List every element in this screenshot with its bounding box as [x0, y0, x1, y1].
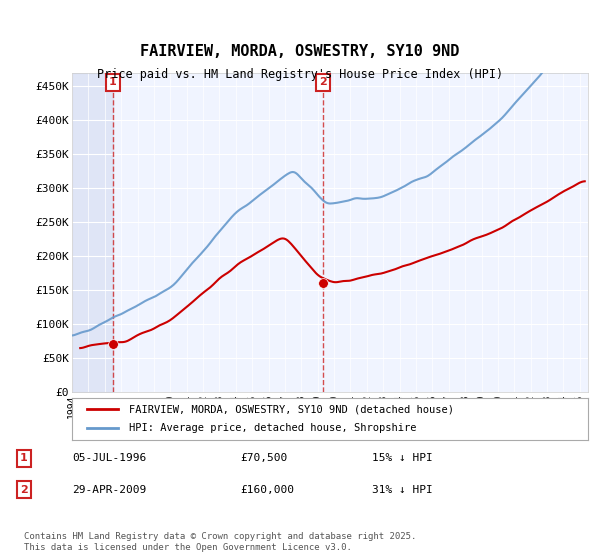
Text: 29-APR-2009: 29-APR-2009: [72, 485, 146, 494]
Text: 31% ↓ HPI: 31% ↓ HPI: [372, 485, 433, 494]
Text: Price paid vs. HM Land Registry's House Price Index (HPI): Price paid vs. HM Land Registry's House …: [97, 68, 503, 81]
Text: £160,000: £160,000: [240, 485, 294, 494]
Text: 1: 1: [109, 77, 117, 87]
Text: 05-JUL-1996: 05-JUL-1996: [72, 454, 146, 464]
Text: Contains HM Land Registry data © Crown copyright and database right 2025.
This d: Contains HM Land Registry data © Crown c…: [24, 532, 416, 552]
Text: 15% ↓ HPI: 15% ↓ HPI: [372, 454, 433, 464]
Text: HPI: Average price, detached house, Shropshire: HPI: Average price, detached house, Shro…: [129, 423, 416, 433]
Text: £70,500: £70,500: [240, 454, 287, 464]
Text: 1: 1: [20, 454, 28, 464]
Text: FAIRVIEW, MORDA, OSWESTRY, SY10 9ND: FAIRVIEW, MORDA, OSWESTRY, SY10 9ND: [140, 44, 460, 59]
Text: FAIRVIEW, MORDA, OSWESTRY, SY10 9ND (detached house): FAIRVIEW, MORDA, OSWESTRY, SY10 9ND (det…: [129, 404, 454, 414]
Text: 2: 2: [319, 77, 327, 87]
Text: 2: 2: [20, 485, 28, 494]
